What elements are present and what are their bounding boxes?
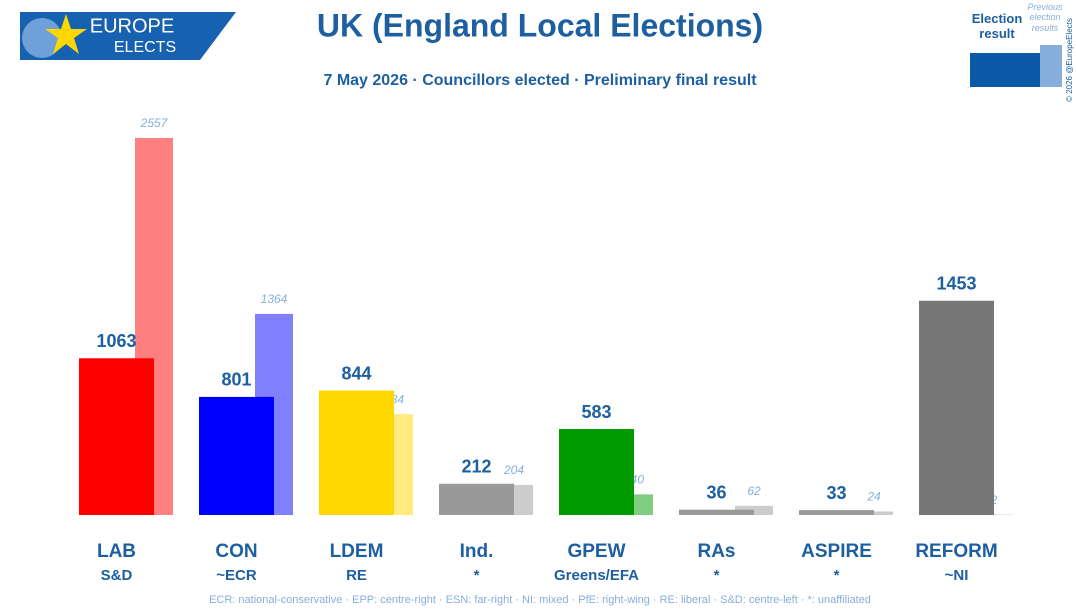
value-label: 1453 [936, 274, 976, 294]
group-label: * [474, 567, 480, 584]
previous-value-label: 1364 [261, 292, 288, 306]
bar [919, 300, 994, 515]
bar [679, 509, 754, 515]
bar [799, 510, 874, 515]
bar [439, 483, 514, 515]
value-label: 844 [341, 363, 371, 383]
x-tick-label: LDEM [330, 541, 384, 562]
group-label: ~NI [945, 567, 969, 584]
value-label: 33 [826, 483, 846, 503]
x-tick-label: GPEW [567, 541, 625, 562]
value-label: 212 [461, 456, 491, 476]
group-label: ~ECR [216, 567, 257, 584]
x-tick-label: Ind. [460, 541, 494, 562]
footnote: ECR: national-conservative · EPP: centre… [209, 594, 871, 606]
bar [199, 396, 274, 515]
group-label: RE [346, 567, 367, 584]
previous-value-label: 24 [866, 490, 881, 504]
x-tick-label: ASPIRE [801, 541, 872, 562]
legend-label: Previous election results [1027, 2, 1063, 33]
value-label: 1063 [96, 331, 136, 351]
chart-subtitle: 7 May 2026 · Councillors elected · Preli… [323, 72, 757, 89]
value-label: 583 [581, 402, 611, 422]
legend-swatch [1040, 45, 1062, 87]
value-label: 801 [221, 370, 251, 390]
group-label: * [834, 567, 840, 584]
x-tick-label: REFORM [915, 541, 997, 562]
bar [319, 390, 394, 515]
previous-value-label: 62 [747, 484, 761, 498]
previous-value-label: 2557 [140, 116, 169, 130]
copyright: © 2026 @EuropeElects [1065, 18, 1074, 102]
group-label: * [714, 567, 720, 584]
group-label: S&D [101, 567, 133, 584]
x-tick-label: LAB [97, 541, 136, 562]
legend-label: Election result [971, 11, 1023, 41]
bar [559, 429, 634, 515]
logo-star [45, 14, 87, 54]
bar [79, 358, 154, 515]
x-tick-label: RAs [697, 541, 735, 562]
x-tick-label: CON [215, 541, 257, 562]
logo-text: EUROPE [90, 15, 174, 37]
chart-title: UK (England Local Elections) [317, 7, 763, 43]
previous-value-label: 204 [503, 463, 524, 477]
logo-globe [22, 18, 62, 58]
value-label: 36 [706, 482, 726, 502]
legend-swatch [970, 53, 1040, 87]
logo-text: ELECTS [114, 39, 176, 56]
group-label: Greens/EFA [554, 567, 639, 584]
